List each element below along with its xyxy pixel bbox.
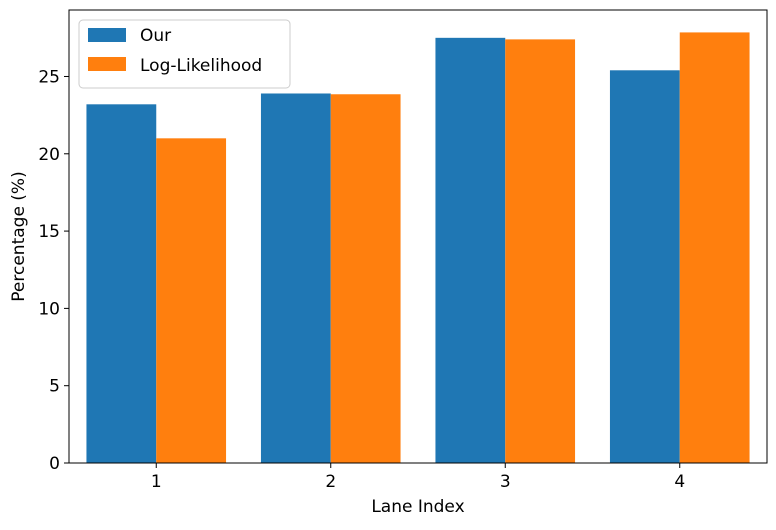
bar-log-likelihood-lane-3 (505, 39, 576, 463)
x-tick-label: 2 (325, 472, 336, 492)
x-axis-label: Lane Index (371, 497, 464, 517)
y-axis: 0 5 10 15 20 25 (38, 67, 69, 474)
x-tick-label: 1 (151, 472, 162, 492)
y-tick-label: 15 (38, 222, 60, 242)
x-tick-label: 3 (500, 472, 511, 492)
bar-our-lane-1 (86, 104, 157, 463)
bars-layer (86, 32, 750, 464)
plot-frame (68, 9, 768, 464)
y-tick-label: 10 (38, 299, 60, 319)
bar-our-lane-4 (609, 70, 680, 463)
y-tick-label: 0 (49, 454, 60, 474)
y-tick-label: 5 (49, 377, 60, 397)
legend-label-our: Our (140, 26, 171, 46)
legend-swatch-log-likelihood (88, 57, 126, 71)
bar-log-likelihood-lane-2 (330, 94, 401, 463)
legend: Our Log-Likelihood (78, 19, 291, 89)
x-axis: 1 2 3 4 (151, 463, 685, 492)
y-tick-label: 20 (38, 145, 60, 165)
legend-label-log-likelihood: Log-Likelihood (140, 56, 262, 76)
bar-our-lane-2 (260, 93, 331, 464)
bar-our-lane-3 (435, 37, 506, 464)
legend-swatch-our (88, 28, 126, 42)
y-axis-label: Percentage (%) (9, 171, 29, 301)
legend-box (78, 19, 291, 89)
y-tick-label: 25 (38, 67, 60, 87)
bar-log-likelihood-lane-1 (156, 138, 227, 464)
x-tick-label: 4 (674, 472, 685, 492)
bar-log-likelihood-lane-4 (679, 32, 750, 463)
